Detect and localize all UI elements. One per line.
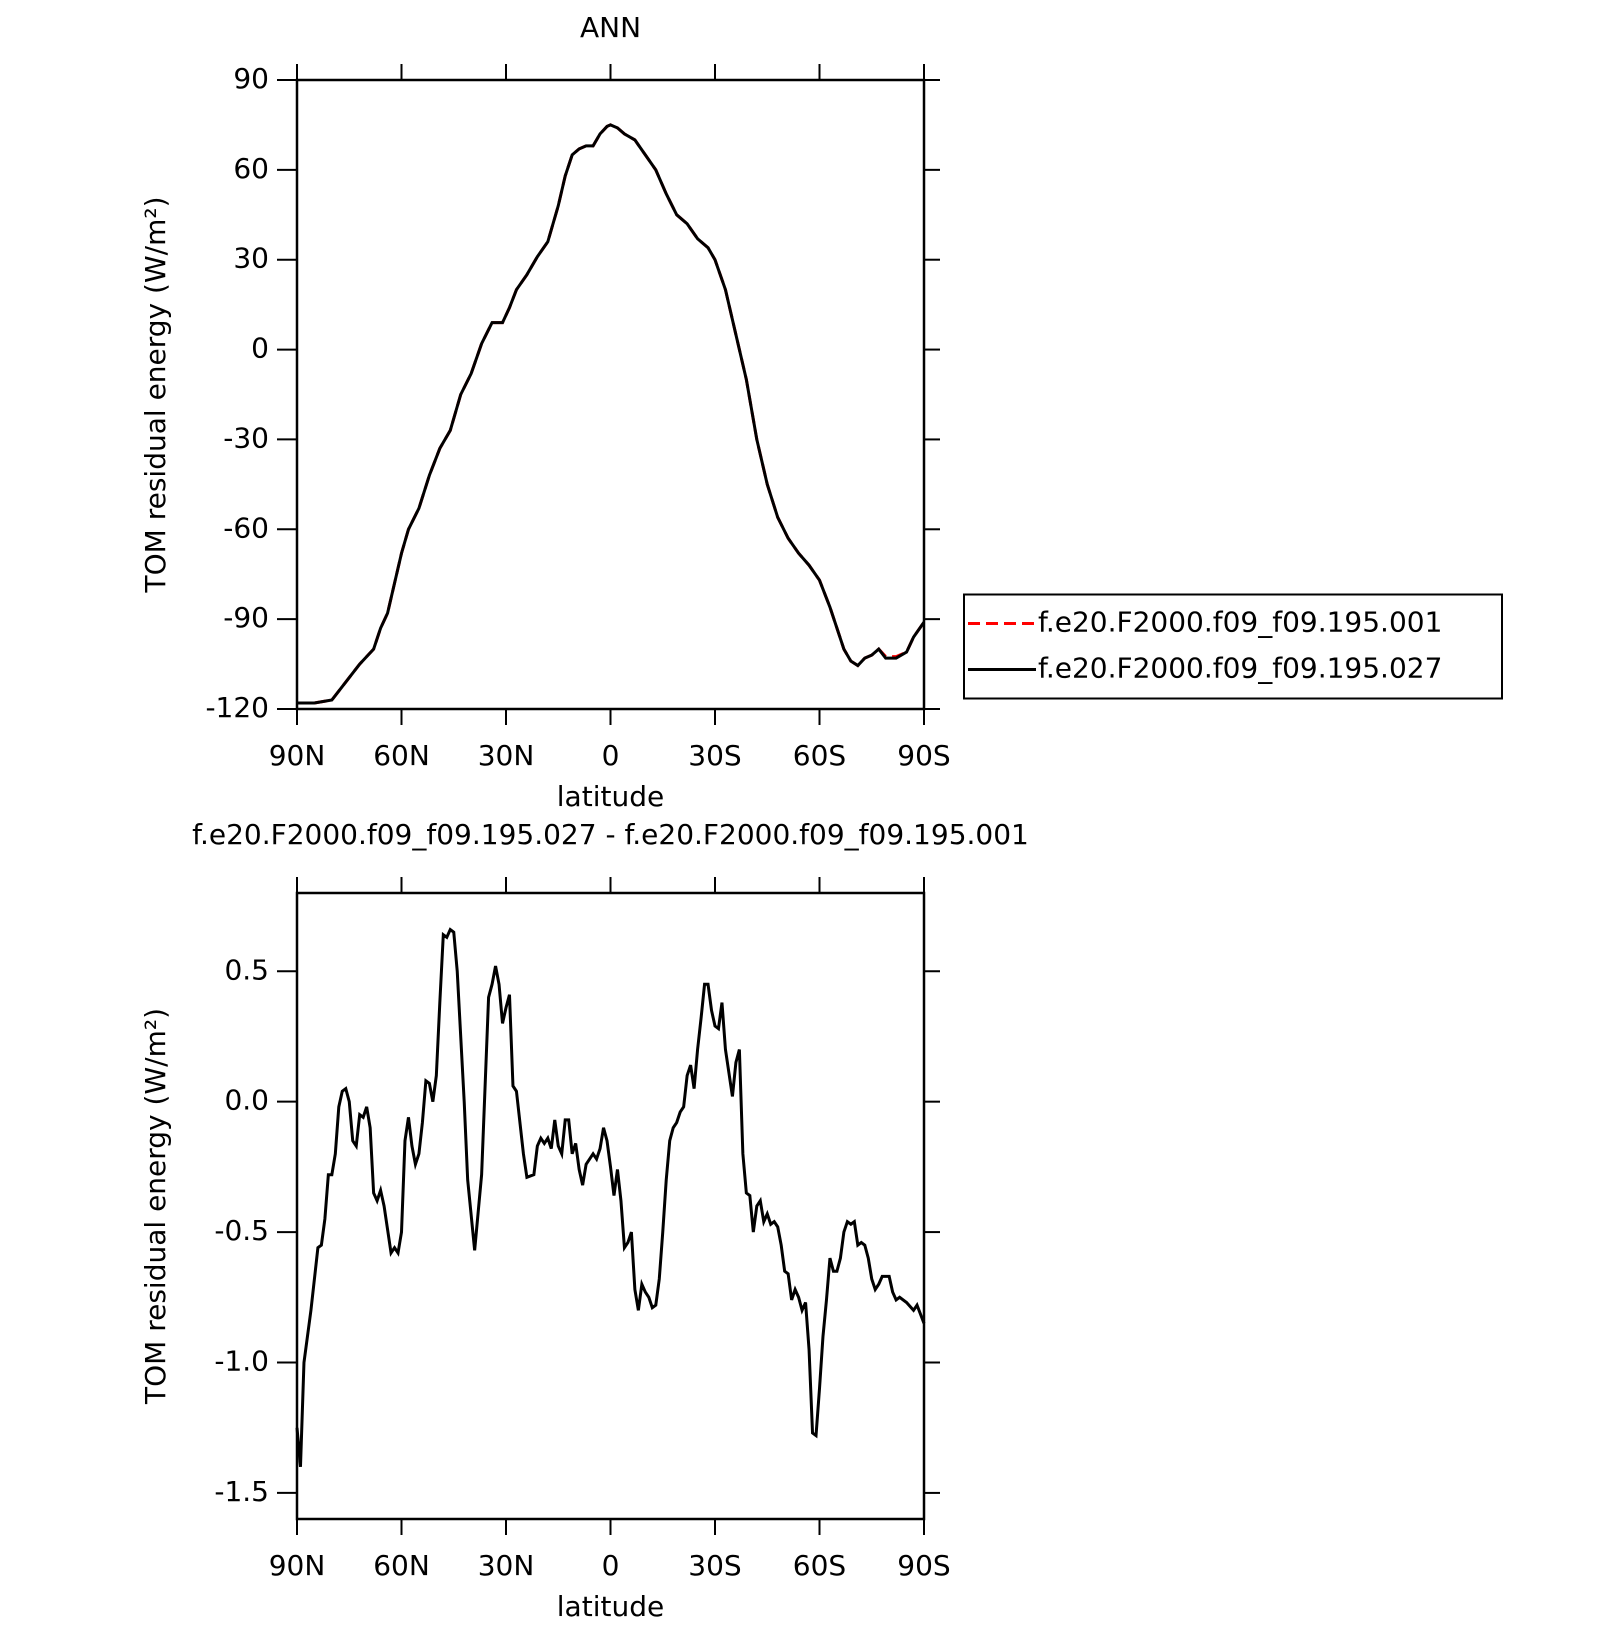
x-tick-label: 30S bbox=[688, 739, 741, 772]
x-tick-label: 0 bbox=[602, 1549, 620, 1582]
y-tick-label: -1.5 bbox=[214, 1475, 269, 1508]
legend-label: f.e20.F2000.f09_f09.195.027 bbox=[1038, 652, 1442, 685]
x-tick-label: 0 bbox=[602, 739, 620, 772]
x-tick-label: 60S bbox=[793, 739, 846, 772]
y-tick-label: -1.0 bbox=[214, 1345, 269, 1378]
data-line bbox=[297, 123, 926, 705]
x-axis-label: latitude bbox=[557, 780, 664, 813]
y-tick-label: -0.5 bbox=[214, 1214, 269, 1247]
y-tick-label: 30 bbox=[233, 242, 269, 275]
chart-title: ANN bbox=[580, 11, 641, 44]
y-tick-label: 60 bbox=[233, 152, 269, 185]
y-tick-label: -60 bbox=[223, 511, 269, 544]
y-tick-label: -90 bbox=[223, 601, 269, 634]
y-axis-label: TOM residual energy (W/m²) bbox=[139, 197, 172, 594]
y-tick-label: 0.0 bbox=[224, 1084, 269, 1117]
legend-label: f.e20.F2000.f09_f09.195.001 bbox=[1038, 606, 1442, 639]
x-tick-label: 90S bbox=[897, 1549, 950, 1582]
x-tick-label: 30N bbox=[478, 739, 535, 772]
y-tick-label: -120 bbox=[205, 691, 269, 724]
x-tick-label: 30N bbox=[478, 1549, 535, 1582]
y-tick-label: 0 bbox=[251, 332, 269, 365]
plot-frame bbox=[295, 78, 926, 711]
legend-box bbox=[963, 593, 1503, 700]
y-axis-label: TOM residual energy (W/m²) bbox=[139, 1008, 172, 1405]
x-tick-label: 90N bbox=[269, 739, 326, 772]
x-tick-label: 60S bbox=[793, 1549, 846, 1582]
x-tick-label: 30S bbox=[688, 1549, 741, 1582]
x-tick-label: 90S bbox=[897, 739, 950, 772]
data-line bbox=[297, 123, 926, 705]
chart-title: f.e20.F2000.f09_f09.195.027 - f.e20.F200… bbox=[192, 818, 1029, 851]
plot-frame bbox=[295, 891, 926, 1521]
y-tick-label: 0.5 bbox=[224, 953, 269, 986]
x-axis-label: latitude bbox=[557, 1590, 664, 1623]
x-tick-label: 60N bbox=[373, 1549, 430, 1582]
x-tick-label: 60N bbox=[373, 739, 430, 772]
data-line bbox=[295, 927, 926, 1467]
y-tick-label: 90 bbox=[233, 62, 269, 95]
x-tick-label: 90N bbox=[269, 1549, 326, 1582]
y-tick-label: -30 bbox=[223, 421, 269, 454]
